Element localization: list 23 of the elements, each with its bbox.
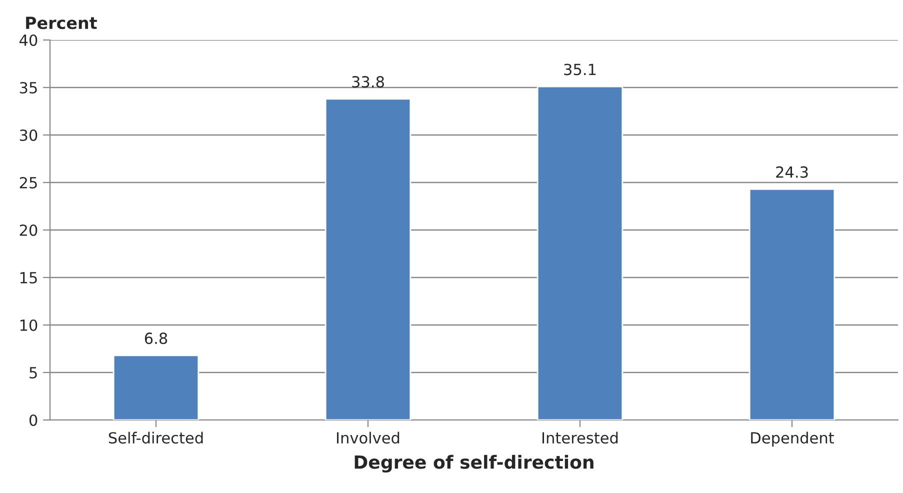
y-tick-label: 0 [29,414,38,426]
y-tick-label: 35 [20,82,37,94]
x-tick-label: Dependent [751,432,834,447]
bar [748,188,836,420]
x-tick-label: Involved [337,432,400,444]
y-tick-label: 30 [20,129,38,142]
bar [536,86,624,420]
bar [324,98,412,420]
y-tick-label: 5 [30,367,37,379]
y-tick-label: 40 [20,34,38,46]
data-label: 35.1 [564,64,596,76]
x-tick-label: Interested [542,432,618,444]
x-tick-label: Self-directed [108,432,203,444]
data-label: 24.3 [776,166,808,178]
bar [112,354,200,420]
x-axis-title: Degree of self-direction [354,454,594,473]
y-tick-label: 25 [20,176,37,189]
y-tick-label: 10 [20,319,38,332]
y-axis-title: Percent [26,16,97,30]
y-tick-label: 15 [20,272,37,284]
data-label: 33.8 [352,76,384,88]
y-tick-label: 20 [20,224,38,236]
data-label: 6.8 [144,332,168,344]
